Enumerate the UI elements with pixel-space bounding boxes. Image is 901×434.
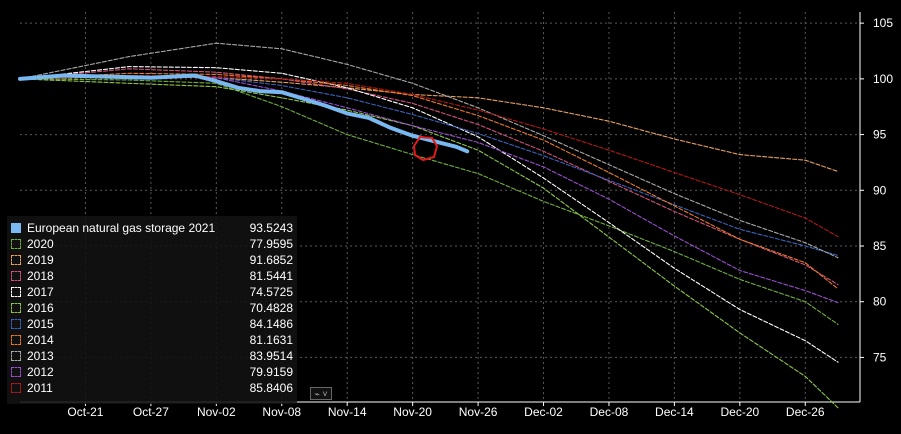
y-tick-label: 85 xyxy=(873,239,887,253)
chart-type-button[interactable]: ⌁ ˅ xyxy=(310,387,332,400)
chart-legend: European natural gas storage 2021 93.5243… xyxy=(7,216,297,404)
y-tick-label: 95 xyxy=(873,128,887,142)
legend-swatch xyxy=(11,255,21,265)
legend-label: 2012 xyxy=(27,365,54,379)
x-tick-label: Dec-26 xyxy=(786,405,825,419)
x-tick-label: Nov-02 xyxy=(197,405,236,419)
x-tick-label: Oct-27 xyxy=(133,405,169,419)
legend-item: European natural gas storage 2021 93.5243 xyxy=(7,220,297,236)
legend-item: 2016 70.4828 xyxy=(7,300,297,316)
legend-value: 83.9514 xyxy=(249,349,293,363)
y-tick-label: 105 xyxy=(873,16,893,30)
highlight-circle-marker xyxy=(412,135,439,162)
y-tick-label: 80 xyxy=(873,295,887,309)
legend-value: 84.1486 xyxy=(249,317,293,331)
legend-label: 2016 xyxy=(27,301,54,315)
legend-swatch xyxy=(11,351,21,361)
x-tick-label: Nov-08 xyxy=(262,405,301,419)
x-tick-label: Dec-02 xyxy=(524,405,563,419)
legend-swatch xyxy=(11,287,21,297)
x-tick-label: Dec-08 xyxy=(590,405,629,419)
legend-value: 74.5725 xyxy=(249,285,293,299)
x-tick-label: Dec-20 xyxy=(720,405,759,419)
chart-type-icon: ⌁ ˅ xyxy=(314,389,328,399)
y-tick-label: 75 xyxy=(873,350,887,364)
y-tick-label: 100 xyxy=(873,72,893,86)
legend-value: 91.6852 xyxy=(249,253,293,267)
series-line-2020 xyxy=(19,78,839,325)
legend-value: 70.4828 xyxy=(249,301,293,315)
x-tick-label: Nov-26 xyxy=(459,405,498,419)
legend-label: 2011 xyxy=(27,381,53,395)
legend-value: 81.1631 xyxy=(249,333,293,347)
legend-item: 2019 91.6852 xyxy=(7,252,297,268)
legend-value: 85.8406 xyxy=(249,381,293,395)
legend-swatch xyxy=(11,239,21,249)
legend-swatch xyxy=(11,319,21,329)
series-line-2017 xyxy=(19,66,839,363)
x-tick-label: Nov-14 xyxy=(328,405,367,419)
series-line-2016 xyxy=(19,78,839,409)
legend-label: European natural gas storage 2021 xyxy=(27,221,216,235)
legend-label: 2013 xyxy=(27,349,54,363)
legend-swatch xyxy=(11,271,21,281)
x-axis-ticks: Oct-21 Oct-27 Nov-02 Nov-08 Nov-14 Nov-20 Nov-… xyxy=(67,402,825,419)
legend-swatch xyxy=(11,335,21,345)
legend-value: 81.5441 xyxy=(249,269,293,283)
series-line-2013 xyxy=(19,42,839,259)
legend-item: 2012 79.9159 xyxy=(7,364,297,380)
legend-item: 2020 77.9595 xyxy=(7,236,297,252)
y-axis-ticks: 75 80 85 90 95 100 105 xyxy=(860,16,893,364)
legend-item: 2017 74.5725 xyxy=(7,284,297,300)
legend-value: 79.9159 xyxy=(249,365,293,379)
legend-label: 2015 xyxy=(27,317,54,331)
legend-label: 2017 xyxy=(27,285,54,299)
legend-swatch xyxy=(11,303,21,313)
legend-label: 2020 xyxy=(27,237,54,251)
series-line-2011 xyxy=(19,74,839,238)
legend-label: 2018 xyxy=(27,269,54,283)
x-tick-label: Dec-14 xyxy=(655,405,694,419)
legend-label: 2019 xyxy=(27,253,54,267)
legend-item: 2013 83.9514 xyxy=(7,348,297,364)
x-tick-label: Nov-20 xyxy=(393,405,432,419)
legend-item: 2014 81.1631 xyxy=(7,332,297,348)
legend-value: 93.5243 xyxy=(249,221,293,235)
series-lines xyxy=(18,42,839,409)
legend-item: 2015 84.1486 xyxy=(7,316,297,332)
legend-swatch xyxy=(11,383,21,393)
series-line-2014 xyxy=(19,72,839,290)
series-line-2012 xyxy=(19,74,839,304)
legend-value: 77.9595 xyxy=(249,237,293,251)
y-tick-label: 90 xyxy=(873,183,887,197)
series-line-european-natural-gas-storage-2021 xyxy=(18,73,470,154)
legend-swatch xyxy=(11,223,21,233)
legend-swatch xyxy=(11,367,21,377)
legend-item: 2018 81.5441 xyxy=(7,268,297,284)
series-line-2019 xyxy=(19,76,839,173)
x-tick-label: Oct-21 xyxy=(67,405,103,419)
legend-item: 2011 85.8406 xyxy=(7,380,297,396)
legend-label: 2014 xyxy=(27,333,54,347)
